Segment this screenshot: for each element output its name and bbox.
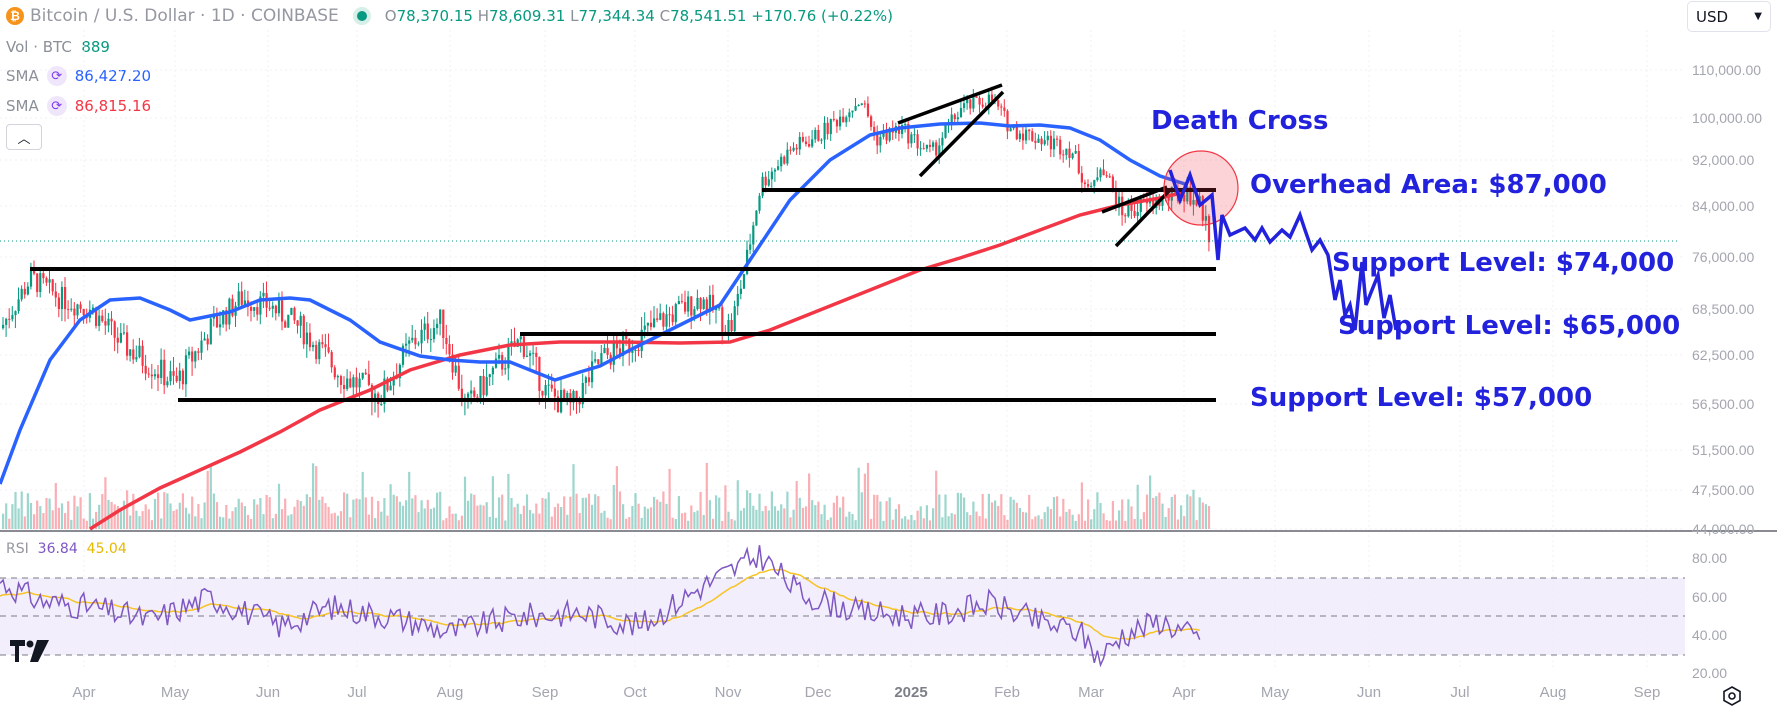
- rsi-axis-label: 80.00: [1692, 550, 1728, 566]
- grid-lines: [0, 30, 1685, 670]
- rsi-axis-label: 40.00: [1692, 627, 1728, 643]
- x-axis-label: Aug: [1539, 684, 1567, 701]
- x-axis-label: Oct: [623, 684, 647, 701]
- volume-legend[interactable]: Vol · BTC 889: [6, 38, 110, 56]
- y-axis-label: 44,000.00: [1692, 521, 1755, 537]
- chevron-up-icon: ︿: [17, 131, 31, 147]
- x-axis-label: Sep: [531, 684, 559, 701]
- sma200-legend[interactable]: SMA ⟳ 86,815.16: [6, 96, 151, 116]
- sync-icon[interactable]: ⟳: [46, 96, 67, 116]
- high-value: 78,609.31: [488, 7, 566, 25]
- currency-value: USD: [1696, 7, 1729, 26]
- y-axis-label: 92,000.00: [1692, 152, 1755, 168]
- y-axis-label: 76,000.00: [1692, 249, 1755, 265]
- candlesticks: [2, 86, 1211, 418]
- symbol-row: ₿ Bitcoin / U.S. Dollar · 1D · COINBASE …: [6, 6, 893, 26]
- y-axis-label: 110,000.00: [1692, 62, 1762, 78]
- y-axis-label: 100,000.00: [1692, 110, 1763, 126]
- x-axis-label: Dec: [804, 684, 832, 701]
- open-value: 78,370.15: [396, 7, 473, 25]
- close-label: C: [659, 7, 671, 25]
- volume-value: 889: [81, 38, 110, 56]
- overhead-annotation: Overhead Area: $87,000: [1250, 170, 1607, 200]
- settings-icon[interactable]: [1722, 686, 1742, 706]
- sma200-value: 86,815.16: [74, 97, 152, 115]
- low-label: L: [570, 7, 579, 25]
- sync-icon[interactable]: ⟳: [46, 66, 67, 86]
- x-axis-label: Apr: [1172, 684, 1196, 701]
- level-lines: [30, 188, 1216, 402]
- x-axis-label: Apr: [72, 684, 96, 701]
- sma200-line: [89, 190, 1186, 531]
- y-axis-label: 56,500.00: [1692, 396, 1755, 412]
- death-cross-annotation: Death Cross: [1151, 106, 1329, 136]
- chevron-down-icon: ▼: [1754, 11, 1762, 22]
- x-axis-label: Sep: [1633, 684, 1661, 701]
- x-axis-label: Aug: [436, 684, 464, 701]
- projected-price-path: [1168, 169, 1398, 331]
- y-axis-label: 51,500.00: [1692, 442, 1755, 458]
- y-axis-label: 62,500.00: [1692, 347, 1755, 363]
- support-74000-annotation: Support Level: $74,000: [1332, 248, 1675, 278]
- y-axis-label: 47,500.00: [1692, 482, 1755, 498]
- close-value: 78,541.51: [670, 7, 747, 25]
- rsi-axis-label: 60.00: [1692, 589, 1728, 605]
- support-57000-annotation: Support Level: $57,000: [1250, 383, 1593, 413]
- y-axis-label: 68,500.00: [1692, 301, 1755, 317]
- rsi-ma-value: 45.04: [86, 541, 127, 557]
- support-65000-annotation: Support Level: $65,000: [1338, 311, 1681, 341]
- x-axis-label: May: [1260, 684, 1290, 701]
- x-axis-label: Jun: [1356, 684, 1382, 701]
- death-cross-marker: [1163, 150, 1239, 226]
- x-axis-label: Jul: [347, 684, 367, 701]
- open-label: O: [384, 7, 397, 25]
- x-axis-label: Mar: [1078, 684, 1104, 701]
- x-axis-label: Nov: [714, 684, 742, 701]
- currency-select[interactable]: USD ▼: [1687, 1, 1771, 32]
- collapse-legend-button[interactable]: ︿: [6, 124, 42, 150]
- tradingview-logo[interactable]: [10, 640, 50, 662]
- change-value: +170.76 (+0.22%): [751, 7, 893, 25]
- bitcoin-icon: ₿: [6, 7, 24, 25]
- sma50-value: 86,427.20: [74, 67, 152, 85]
- sma50-legend[interactable]: SMA ⟳ 86,427.20: [6, 66, 151, 86]
- symbol-title[interactable]: Bitcoin / U.S. Dollar · 1D · COINBASE: [30, 6, 339, 26]
- rsi-axis-label: 20.00: [1692, 665, 1728, 681]
- x-axis-label: Jul: [1450, 684, 1470, 701]
- y-axis-label: 84,000.00: [1692, 198, 1755, 214]
- volume-label: Vol · BTC: [6, 38, 72, 56]
- sma200-label: SMA: [6, 97, 39, 115]
- rsi-legend[interactable]: RSI 36.84 45.04: [6, 541, 127, 557]
- sma50-label: SMA: [6, 67, 39, 85]
- x-axis-label: May: [160, 684, 190, 701]
- wedge-trendlines: [897, 83, 1172, 248]
- x-axis-label: Feb: [994, 684, 1020, 701]
- rsi-value: 36.84: [37, 541, 78, 557]
- rsi-line: [0, 545, 1201, 668]
- x-axis-label: 2025: [894, 684, 928, 701]
- volume-bars: [2, 462, 1211, 529]
- market-status-icon[interactable]: [356, 11, 367, 21]
- low-value: 77,344.34: [578, 7, 655, 25]
- rsi-band-lines: [0, 577, 1685, 656]
- rsi-label: RSI: [6, 541, 29, 557]
- x-axis-label: Jun: [255, 684, 281, 701]
- high-label: H: [477, 7, 489, 25]
- sma50-line: [0, 121, 1186, 485]
- rsi-ma-line: [0, 568, 1200, 640]
